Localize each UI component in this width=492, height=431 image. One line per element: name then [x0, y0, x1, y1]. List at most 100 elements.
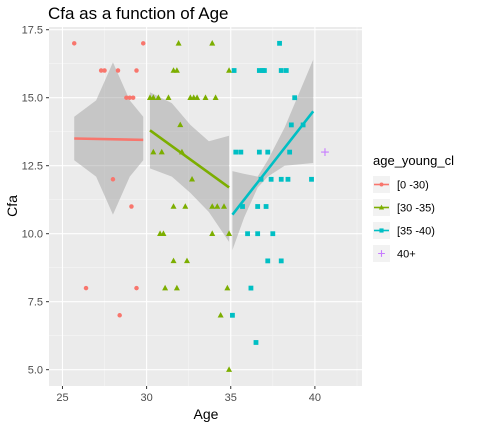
data-point: [309, 176, 314, 182]
data-point: [182, 203, 189, 209]
data-point: [278, 176, 284, 182]
data-point: [263, 204, 269, 209]
data-point: [233, 149, 239, 155]
data-point: [209, 203, 216, 209]
data-point: [270, 231, 276, 237]
data-point: [231, 68, 237, 73]
data-point: [140, 41, 146, 46]
x-tick-label: 35: [225, 392, 237, 404]
data-point: [71, 41, 77, 46]
data-point: [285, 176, 291, 182]
data-point: [130, 95, 136, 100]
legend-key-marker: [378, 250, 385, 257]
data-point: [226, 230, 233, 236]
data-point: [170, 257, 177, 264]
data-point: [158, 148, 165, 155]
y-tick-label: 10.0: [22, 229, 43, 241]
legend: [0 -30) [30 -35) [35 -40) 40+: [373, 176, 435, 262]
data-point: [238, 149, 244, 155]
data-point: [102, 68, 107, 73]
plot-panel: [49, 27, 362, 386]
data-point: [183, 257, 190, 264]
data-point: [283, 68, 289, 73]
data-point: [98, 68, 104, 73]
data-point: [209, 40, 216, 46]
data-point: [175, 40, 182, 46]
trend-line: [231, 110, 315, 216]
data-point: [261, 68, 267, 73]
confidence-band: [232, 59, 314, 251]
y-tick-label: 17.5: [22, 25, 43, 37]
data-point: [202, 94, 209, 100]
data-point: [224, 284, 231, 291]
data-point: [253, 340, 259, 345]
data-point: [134, 68, 139, 73]
legend-key-marker: [379, 182, 384, 187]
data-point: [162, 284, 169, 291]
data-point: [255, 204, 261, 209]
data-point: [265, 258, 271, 264]
data-point: [189, 176, 196, 182]
data-point: [173, 67, 180, 73]
data-point: [170, 203, 177, 209]
x-tick-label: 30: [140, 392, 152, 404]
trend-line: [149, 129, 230, 189]
data-point: [212, 94, 219, 100]
data-point: [292, 95, 298, 101]
data-point: [256, 149, 262, 155]
data-point: [278, 258, 284, 264]
data-point: [226, 366, 233, 372]
y-tick-label: 12.5: [22, 161, 43, 173]
legend-label: [0 -30): [397, 180, 429, 192]
data-point: [321, 148, 329, 157]
data-point: [124, 95, 129, 100]
data-point: [129, 204, 134, 209]
data-point: [194, 94, 201, 100]
data-point: [155, 94, 162, 100]
chart-title: Cfa as a function of Age: [48, 4, 229, 23]
data-point: [150, 94, 157, 100]
data-points: [71, 40, 329, 372]
data-point: [177, 121, 184, 128]
y-axis-title: Cfa: [4, 195, 20, 217]
data-point: [83, 285, 89, 291]
legend-label: [30 -35): [397, 203, 435, 215]
data-point: [248, 285, 254, 291]
data-point: [160, 230, 167, 236]
data-point: [230, 312, 235, 318]
x-axis-title: Age: [194, 406, 219, 422]
trend-lines: [74, 110, 315, 216]
data-point: [117, 313, 122, 318]
data-point: [173, 284, 180, 291]
x-tick-label: 40: [309, 392, 321, 404]
trend-line: [74, 137, 144, 142]
data-point: [165, 94, 172, 100]
data-point: [265, 149, 271, 155]
major-grid: [49, 27, 362, 386]
data-point: [209, 230, 216, 236]
y-tick-label: 15.0: [22, 93, 43, 105]
data-point: [240, 204, 245, 209]
data-point: [226, 67, 233, 73]
data-point: [268, 176, 274, 182]
legend-label: 40+: [397, 249, 416, 261]
legend-label: [35 -40): [397, 226, 435, 238]
legend-title: age_young_cl: [373, 153, 454, 168]
data-point: [127, 95, 133, 100]
y-tick-label: 5.0: [28, 365, 43, 377]
data-point: [214, 203, 221, 209]
data-point: [278, 68, 284, 73]
confidence-band: [149, 92, 230, 242]
data-point: [134, 285, 139, 291]
data-point: [115, 68, 121, 73]
legend-key-marker: [379, 228, 384, 233]
data-point: [110, 177, 116, 182]
minor-grid: [49, 27, 362, 386]
x-axis-ticks: 25 30 35 40: [56, 386, 321, 404]
data-point: [277, 40, 282, 46]
x-tick-label: 25: [56, 392, 68, 404]
y-tick-label: 7.5: [28, 297, 43, 309]
data-point: [287, 149, 293, 155]
data-point: [217, 311, 224, 318]
